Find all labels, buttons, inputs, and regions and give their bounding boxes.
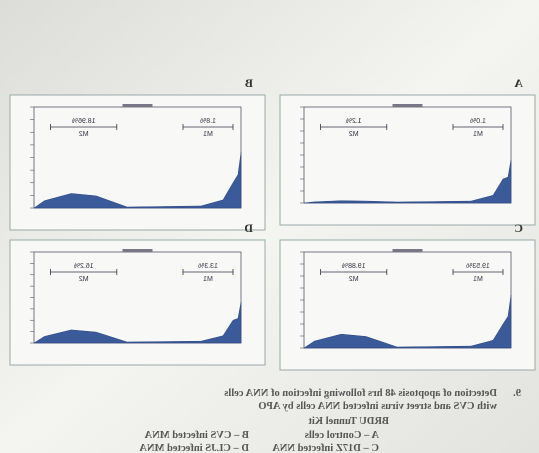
plot-title: [393, 249, 423, 252]
panel-frame: [280, 95, 535, 225]
plot-title: [123, 249, 153, 252]
plot-title: [123, 104, 153, 107]
caption-number: 9.: [513, 388, 521, 399]
caption-legend: C – D17Z infected NNA: [272, 443, 379, 453]
marker-name: M1: [473, 131, 483, 138]
photo: A 1.0% M1 1.2% M2 B 1.8% M1 18.96% M2 C 19.53% M1 19.…: [0, 0, 539, 453]
plot-title: [393, 104, 423, 107]
caption-legend: B – CVS infected MNA: [144, 430, 249, 441]
marker-percent: 16.2%: [74, 263, 94, 270]
panel-letter: C: [514, 221, 523, 235]
panel-frame: [10, 240, 265, 365]
marker-name: M1: [203, 131, 213, 138]
panel-letter: A: [514, 76, 523, 90]
marker-name: M2: [79, 131, 89, 138]
caption-legend: A – Control cells: [305, 430, 379, 441]
marker-percent: 1.8%: [200, 118, 216, 125]
panel-letter: B: [245, 76, 253, 90]
marker-percent: 1.0%: [470, 118, 486, 125]
marker-percent: 1.2%: [346, 118, 362, 125]
caption-legend: D – CLJS infected MNA: [139, 443, 249, 453]
marker-percent: 18.96%: [72, 118, 96, 125]
marker-name: M2: [79, 276, 89, 283]
marker-name: M2: [349, 131, 359, 138]
caption-line: Detection of apoptosis 48 hrs following …: [224, 388, 497, 399]
marker-name: M1: [473, 276, 483, 283]
marker-percent: 19.88%: [342, 263, 366, 270]
panel-frame: [10, 95, 265, 230]
marker-name: M1: [203, 276, 213, 283]
panel-frame: [280, 240, 535, 370]
page: A 1.0% M1 1.2% M2 B 1.8% M1 18.96% M2 C 19.53% M1 19.…: [0, 0, 539, 453]
caption-kit: BRDU Tunnel Kit: [308, 416, 389, 427]
marker-name: M2: [349, 276, 359, 283]
marker-percent: 19.53%: [466, 263, 490, 270]
panel-letter: D: [244, 221, 253, 235]
caption-line: with CVS and street virus infected NNA c…: [258, 401, 497, 412]
marker-percent: 13.3%: [198, 263, 218, 270]
